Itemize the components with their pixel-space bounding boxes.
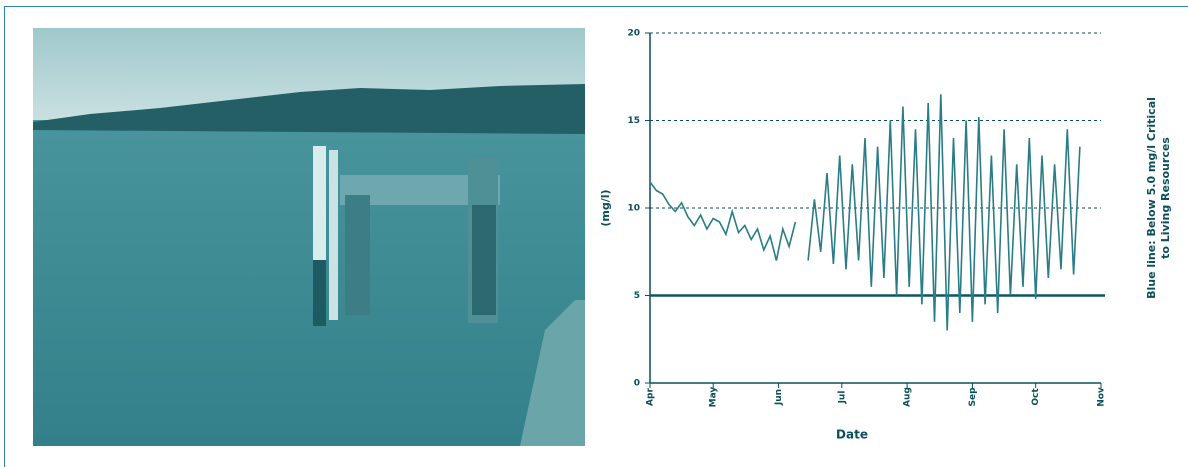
y-tick-label: 20 [627, 29, 640, 39]
y-axis-label: (mg/l) [599, 189, 612, 226]
frame [4, 6, 1188, 467]
x-tick-label: Jun [774, 389, 784, 406]
x-axis-label: Date [836, 428, 868, 442]
x-tick-label: Sep [968, 387, 978, 407]
x-tick-label: Apr [646, 388, 656, 406]
y-tick-label: 10 [627, 204, 640, 214]
y-tick-label: 5 [634, 291, 640, 301]
x-tick-label: Aug [903, 387, 913, 407]
data-line [649, 94, 1081, 331]
y-tick-label: 15 [627, 116, 640, 126]
annotation: to Living Resources [1159, 137, 1172, 259]
x-tick-label: May [709, 387, 719, 408]
x-tick-label: Jul [837, 391, 847, 405]
x-tick-label: Nov [1097, 387, 1107, 407]
x-tick-label: Oct [1031, 388, 1041, 406]
photo [33, 28, 585, 446]
annotation: Blue line: Below 5.0 mg/l Critical [1145, 97, 1158, 299]
y-tick-label: 0 [634, 379, 640, 389]
